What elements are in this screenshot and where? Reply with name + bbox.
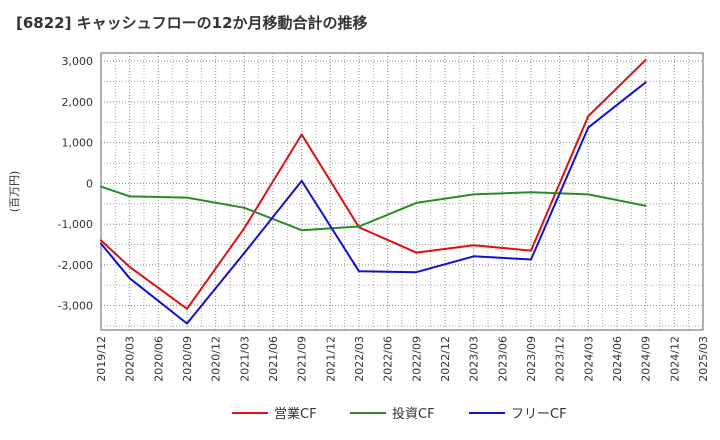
legend-label-1: 営業CF bbox=[274, 406, 317, 422]
x-tick-label: 2024/09 bbox=[640, 336, 653, 382]
legend-label-3: フリーCF bbox=[511, 407, 567, 422]
y-tick-label: 3,000 bbox=[62, 55, 94, 68]
plot-border bbox=[100, 52, 704, 331]
x-tick-label: 2024/12 bbox=[668, 336, 681, 382]
x-tick-label: 2020/12 bbox=[210, 336, 223, 382]
x-tick-label: 2022/09 bbox=[410, 336, 423, 382]
x-tick-label: 2022/03 bbox=[353, 336, 366, 382]
legend-label-2: 投資CF bbox=[392, 406, 435, 422]
x-tick-label: 2022/06 bbox=[382, 336, 395, 382]
y-tick-label: -1,000 bbox=[58, 218, 93, 231]
y-axis-label: (百万円) bbox=[8, 171, 21, 213]
y-tick-label: -3,000 bbox=[58, 300, 93, 313]
x-tick-label: 2020/09 bbox=[181, 336, 194, 382]
y-tick-label: 2,000 bbox=[62, 96, 94, 109]
x-tick-label: 2024/06 bbox=[611, 336, 624, 382]
x-tick-label: 2020/03 bbox=[124, 336, 137, 382]
x-tick-label: 2023/12 bbox=[554, 336, 567, 382]
y-tick-label: -2,000 bbox=[58, 259, 93, 272]
series-line-3 bbox=[100, 81, 647, 325]
chart-title: [6822] キャッシュフローの12か月移動合計の推移 bbox=[16, 14, 368, 32]
x-tick-label: 2021/03 bbox=[238, 336, 251, 382]
x-tick-label: 2019/12 bbox=[95, 336, 108, 382]
x-tick-label: 2023/03 bbox=[468, 336, 481, 382]
x-tick-label: 2020/06 bbox=[152, 336, 165, 382]
x-tick-label: 2021/06 bbox=[267, 336, 280, 382]
x-tick-label: 2025/03 bbox=[697, 336, 710, 382]
x-tick-label: 2024/03 bbox=[582, 336, 595, 382]
series-line-2 bbox=[100, 185, 647, 232]
y-tick-label: 0 bbox=[86, 177, 93, 190]
y-tick-label: 1,000 bbox=[62, 137, 94, 150]
x-tick-label: 2021/09 bbox=[296, 336, 309, 382]
x-tick-label: 2021/12 bbox=[324, 336, 337, 382]
x-tick-label: 2022/12 bbox=[439, 336, 452, 382]
x-tick-label: 2023/06 bbox=[496, 336, 509, 382]
x-tick-label: 2023/09 bbox=[525, 336, 538, 382]
